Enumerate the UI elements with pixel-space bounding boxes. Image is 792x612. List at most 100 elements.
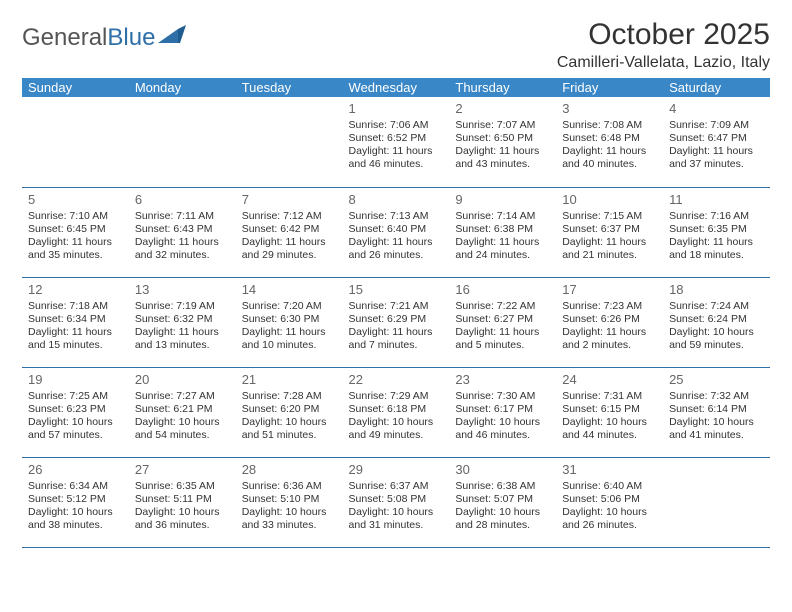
calendar-cell: 10Sunrise: 7:15 AMSunset: 6:37 PMDayligh…: [556, 187, 663, 277]
day-number: 23: [455, 372, 550, 387]
day-number: 21: [242, 372, 337, 387]
daylight-text: Daylight: 10 hours and 51 minutes.: [242, 416, 337, 442]
sunrise-text: Sunrise: 7:28 AM: [242, 390, 337, 403]
calendar-cell: 28Sunrise: 6:36 AMSunset: 5:10 PMDayligh…: [236, 457, 343, 547]
day-number: 24: [562, 372, 657, 387]
cell-details: Sunrise: 7:07 AMSunset: 6:50 PMDaylight:…: [455, 119, 550, 172]
cell-details: Sunrise: 7:27 AMSunset: 6:21 PMDaylight:…: [135, 390, 230, 443]
cell-details: Sunrise: 7:25 AMSunset: 6:23 PMDaylight:…: [28, 390, 123, 443]
day-number: 11: [669, 192, 764, 207]
sunset-text: Sunset: 5:10 PM: [242, 493, 337, 506]
day-number: 25: [669, 372, 764, 387]
cell-details: Sunrise: 7:24 AMSunset: 6:24 PMDaylight:…: [669, 300, 764, 353]
cell-details: Sunrise: 7:12 AMSunset: 6:42 PMDaylight:…: [242, 210, 337, 263]
sunset-text: Sunset: 6:42 PM: [242, 223, 337, 236]
logo-text-blue: Blue: [107, 24, 155, 52]
cell-details: Sunrise: 7:28 AMSunset: 6:20 PMDaylight:…: [242, 390, 337, 443]
calendar-cell: 17Sunrise: 7:23 AMSunset: 6:26 PMDayligh…: [556, 277, 663, 367]
day-number: 7: [242, 192, 337, 207]
sunset-text: Sunset: 6:52 PM: [349, 132, 444, 145]
day-number: 22: [349, 372, 444, 387]
day-number: 30: [455, 462, 550, 477]
calendar-cell: 31Sunrise: 6:40 AMSunset: 5:06 PMDayligh…: [556, 457, 663, 547]
daylight-text: Daylight: 11 hours and 24 minutes.: [455, 236, 550, 262]
sunset-text: Sunset: 6:40 PM: [349, 223, 444, 236]
calendar-cell: 21 Sunrise: 7:28 AMSunset: 6:20 PMDayligh…: [236, 367, 343, 457]
calendar-row: 26Sunrise: 6:34 AMSunset: 5:12 PMDayligh…: [22, 457, 770, 547]
logo-mark-icon: [158, 24, 186, 52]
calendar-cell: 12Sunrise: 7:18 AMSunset: 6:34 PMDayligh…: [22, 277, 129, 367]
calendar-cell: 6Sunrise: 7:11 AMSunset: 6:43 PMDaylight…: [129, 187, 236, 277]
cell-details: Sunrise: 7:09 AMSunset: 6:47 PMDaylight:…: [669, 119, 764, 172]
daylight-text: Daylight: 10 hours and 36 minutes.: [135, 506, 230, 532]
daylight-text: Daylight: 11 hours and 13 minutes.: [135, 326, 230, 352]
sunset-text: Sunset: 6:38 PM: [455, 223, 550, 236]
sunset-text: Sunset: 6:15 PM: [562, 403, 657, 416]
sunrise-text: Sunrise: 7:20 AM: [242, 300, 337, 313]
calendar-cell: 15Sunrise: 7:21 AMSunset: 6:29 PMDayligh…: [343, 277, 450, 367]
cell-details: Sunrise: 7:15 AMSunset: 6:37 PMDaylight:…: [562, 210, 657, 263]
day-header: Sunday: [22, 78, 129, 97]
sunrise-text: Sunrise: 7:29 AM: [349, 390, 444, 403]
daylight-text: Daylight: 10 hours and 54 minutes.: [135, 416, 230, 442]
cell-details: Sunrise: 6:36 AMSunset: 5:10 PMDaylight:…: [242, 480, 337, 533]
sunset-text: Sunset: 6:26 PM: [562, 313, 657, 326]
calendar-row: 1Sunrise: 7:06 AMSunset: 6:52 PMDaylight…: [22, 97, 770, 187]
day-number: 14: [242, 282, 337, 297]
cell-details: Sunrise: 7:08 AMSunset: 6:48 PMDaylight:…: [562, 119, 657, 172]
cell-details: Sunrise: 6:35 AMSunset: 5:11 PMDaylight:…: [135, 480, 230, 533]
calendar-cell: 11Sunrise: 7:16 AMSunset: 6:35 PMDayligh…: [663, 187, 770, 277]
cell-details: Sunrise: 7:11 AMSunset: 6:43 PMDaylight:…: [135, 210, 230, 263]
logo: GeneralBlue: [22, 24, 186, 52]
daylight-text: Daylight: 11 hours and 32 minutes.: [135, 236, 230, 262]
calendar-cell: 29Sunrise: 6:37 AMSunset: 5:08 PMDayligh…: [343, 457, 450, 547]
day-number: 1: [349, 101, 444, 116]
calendar-cell: 16Sunrise: 7:22 AMSunset: 6:27 PMDayligh…: [449, 277, 556, 367]
title-block: October 2025 Camilleri-Vallelata, Lazio,…: [557, 18, 770, 72]
day-header: Thursday: [449, 78, 556, 97]
daylight-text: Daylight: 10 hours and 31 minutes.: [349, 506, 444, 532]
daylight-text: Daylight: 11 hours and 37 minutes.: [669, 145, 764, 171]
calendar-cell: 1 Sunrise: 7:06 AMSunset: 6:52 PMDaylight…: [343, 97, 450, 187]
day-number: 20: [135, 372, 230, 387]
day-number: 5: [28, 192, 123, 207]
daylight-text: Daylight: 11 hours and 5 minutes.: [455, 326, 550, 352]
sunrise-text: Sunrise: 7:07 AM: [455, 119, 550, 132]
sunset-text: Sunset: 6:17 PM: [455, 403, 550, 416]
calendar-row: 19 Sunrise: 7:25 AMSunset: 6:23 PMDayligh…: [22, 367, 770, 457]
day-number: 13: [135, 282, 230, 297]
calendar-cell: 7 Sunrise: 7:12 AMSunset: 6:42 PMDaylight…: [236, 187, 343, 277]
sunrise-text: Sunrise: 7:31 AM: [562, 390, 657, 403]
sunrise-text: Sunrise: 7:15 AM: [562, 210, 657, 223]
daylight-text: Daylight: 10 hours and 46 minutes.: [455, 416, 550, 442]
daylight-text: Daylight: 10 hours and 49 minutes.: [349, 416, 444, 442]
sunrise-text: Sunrise: 7:13 AM: [349, 210, 444, 223]
sunset-text: Sunset: 5:07 PM: [455, 493, 550, 506]
cell-details: Sunrise: 7:14 AMSunset: 6:38 PMDaylight:…: [455, 210, 550, 263]
sunrise-text: Sunrise: 7:22 AM: [455, 300, 550, 313]
sunset-text: Sunset: 6:34 PM: [28, 313, 123, 326]
cell-details: Sunrise: 7:18 AMSunset: 6:34 PMDaylight:…: [28, 300, 123, 353]
sunrise-text: Sunrise: 7:24 AM: [669, 300, 764, 313]
calendar-cell: 27Sunrise: 6:35 AMSunset: 5:11 PMDayligh…: [129, 457, 236, 547]
calendar-cell: 25Sunrise: 7:32 AMSunset: 6:14 PMDayligh…: [663, 367, 770, 457]
daylight-text: Daylight: 11 hours and 46 minutes.: [349, 145, 444, 171]
day-number: 19: [28, 372, 123, 387]
sunset-text: Sunset: 6:30 PM: [242, 313, 337, 326]
daylight-text: Daylight: 11 hours and 18 minutes.: [669, 236, 764, 262]
day-number: 3: [562, 101, 657, 116]
calendar-table: Sunday Monday Tuesday Wednesday Thursday…: [22, 78, 770, 548]
day-number: 15: [349, 282, 444, 297]
cell-details: Sunrise: 6:38 AMSunset: 5:07 PMDaylight:…: [455, 480, 550, 533]
daylight-text: Daylight: 10 hours and 26 minutes.: [562, 506, 657, 532]
sunset-text: Sunset: 6:21 PM: [135, 403, 230, 416]
calendar-cell: 13Sunrise: 7:19 AMSunset: 6:32 PMDayligh…: [129, 277, 236, 367]
cell-details: Sunrise: 7:13 AMSunset: 6:40 PMDaylight:…: [349, 210, 444, 263]
daylight-text: Daylight: 11 hours and 29 minutes.: [242, 236, 337, 262]
sunrise-text: Sunrise: 7:06 AM: [349, 119, 444, 132]
sunrise-text: Sunrise: 7:30 AM: [455, 390, 550, 403]
day-header-row: Sunday Monday Tuesday Wednesday Thursday…: [22, 78, 770, 97]
daylight-text: Daylight: 11 hours and 10 minutes.: [242, 326, 337, 352]
sunrise-text: Sunrise: 7:21 AM: [349, 300, 444, 313]
day-number: 16: [455, 282, 550, 297]
